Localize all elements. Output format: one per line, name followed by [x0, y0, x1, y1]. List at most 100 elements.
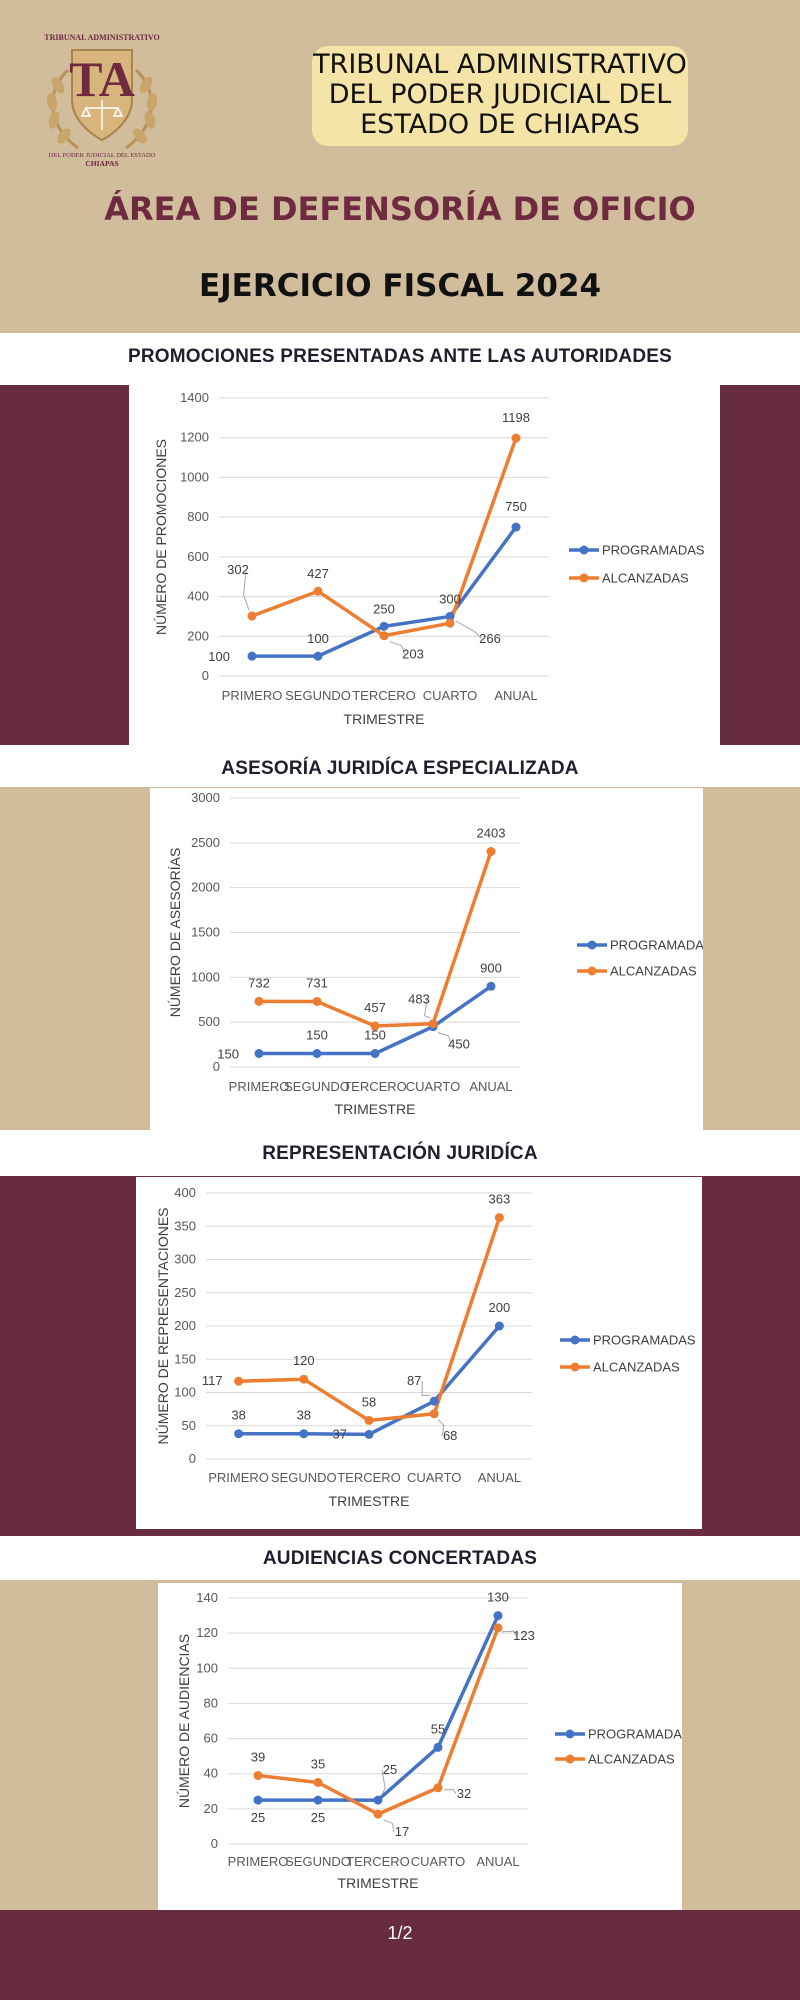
data-label: 37: [333, 1426, 347, 1441]
y-axis-title: NÚMERO DE REPRESENTACIONES: [155, 1208, 171, 1445]
legend-swatch-marker: [570, 1335, 580, 1345]
y-axis-title: NÚMERO DE ASESORÍAS: [167, 848, 183, 1018]
y-tick-label: 2500: [191, 835, 220, 850]
section-title-promociones: PROMOCIONES PRESENTADAS ANTE LAS AUTORID…: [127, 346, 672, 367]
x-tick-label: CUARTO: [407, 1470, 461, 1485]
data-point: [445, 611, 455, 621]
data-point: [429, 1396, 439, 1406]
data-label: 100: [307, 631, 329, 646]
data-label: 25: [311, 1810, 325, 1825]
data-label: 250: [373, 601, 395, 616]
section-3-title-band: [0, 1130, 800, 1176]
header-title-background: [312, 46, 688, 146]
section-2-title-band: [0, 745, 800, 787]
y-tick-label: 1200: [180, 430, 209, 445]
chart-promociones: 0 200 400 600 800 1000 1200 1400 PRIMERO SEGUNDO T…: [129, 385, 720, 745]
data-label: 35: [311, 1757, 325, 1772]
x-tick-label: CUARTO: [411, 1854, 465, 1869]
logo-top-text: TRIBUNAL ADMINISTRATIVO: [44, 33, 160, 42]
data-point: [379, 631, 389, 641]
x-tick-label: ANUAL: [478, 1470, 521, 1485]
x-tick-label: ANUAL: [469, 1079, 512, 1094]
data-label: 732: [248, 975, 270, 990]
x-axis-title: TRIMESTRE: [344, 711, 425, 727]
x-tick-label: PRIMERO: [222, 688, 283, 703]
x-tick-label: CUARTO: [406, 1079, 460, 1094]
tribunal-logo: [38, 30, 166, 170]
data-label: 39: [251, 1749, 265, 1764]
legend-label: PROGRAMADAS: [588, 1727, 682, 1742]
data-point: [486, 847, 496, 857]
y-tick-label: 20: [204, 1801, 218, 1816]
y-tick-label: 60: [204, 1731, 218, 1746]
data-point: [511, 522, 521, 532]
logo-bottom-line-1: DEL PODER JUDICIAL DEL ESTADO: [48, 152, 156, 159]
series-line-programadas: [258, 1614, 500, 1802]
y-tick-label: 200: [187, 628, 209, 643]
y-axis-title: NÚMERO DE AUDIENCIAS: [176, 1634, 192, 1808]
data-point: [299, 1374, 309, 1384]
data-label: 450: [448, 1037, 470, 1052]
data-label: 100: [208, 649, 230, 664]
y-tick-label: 1400: [180, 390, 209, 405]
y-tick-label: 2000: [191, 880, 220, 895]
leader-line: [383, 1819, 395, 1833]
y-tick-label: 140: [196, 1590, 218, 1605]
area-title: ÁREA DE DEFENSORÍA DE OFICIO: [104, 190, 696, 228]
x-tick-label: SEGUNDO: [285, 688, 351, 703]
data-label: 266: [479, 631, 501, 646]
header-title-line-3: ESTADO DE CHIAPAS: [360, 109, 640, 140]
data-label: 120: [293, 1353, 315, 1368]
data-label: 68: [443, 1428, 457, 1443]
x-tick-label: ANUAL: [494, 688, 537, 703]
data-label: 150: [217, 1047, 239, 1062]
x-tick-label: CUARTO: [423, 688, 477, 703]
data-point: [254, 996, 264, 1006]
data-point: [313, 1778, 323, 1787]
legend-swatch-marker: [579, 573, 589, 583]
data-point: [373, 1809, 383, 1819]
data-label: 2403: [477, 826, 506, 841]
x-tick-label: TERCERO: [352, 688, 416, 703]
y-tick-label: 500: [198, 1014, 220, 1029]
y-tick-label: 40: [204, 1766, 218, 1781]
chart-representacion: 0 50 100 150 200 250 300 350 400 PRIMERO SEGUNDO TE…: [136, 1177, 702, 1529]
chart-asesoria: 0 500 1000 1500 2000 2500 3000 PRIMERO SEGUNDO TE…: [150, 788, 703, 1130]
data-label: 123: [513, 1628, 535, 1643]
leader-line: [243, 569, 250, 611]
data-point: [429, 1409, 439, 1419]
x-axis-title: TRIMESTRE: [335, 1101, 416, 1117]
data-point: [313, 586, 323, 596]
data-label: 32: [457, 1786, 471, 1801]
data-point: [511, 433, 521, 443]
data-point: [445, 618, 455, 628]
x-tick-label: SEGUNDO: [285, 1854, 351, 1869]
y-tick-label: 100: [196, 1660, 218, 1675]
data-label: 302: [227, 562, 249, 577]
data-point: [313, 651, 323, 661]
y-tick-label: 0: [189, 1451, 196, 1466]
section-1-title-band: [0, 333, 800, 385]
data-label: 25: [251, 1810, 265, 1825]
x-tick-label: SEGUNDO: [271, 1470, 337, 1485]
legend-label: PROGRAMADAS: [602, 543, 705, 558]
logo-bottom-text: DEL PODER JUDICIAL DEL ESTADO CHIAPAS: [30, 152, 174, 168]
logo-bottom-line-2: CHIAPAS: [85, 159, 119, 168]
y-tick-label: 400: [174, 1185, 196, 1200]
header-title-line-1: TRIBUNAL ADMINISTRATIVO: [313, 49, 687, 80]
data-point: [379, 621, 389, 631]
data-point: [247, 651, 257, 661]
data-point: [312, 1049, 322, 1059]
data-point: [254, 1049, 264, 1059]
data-label: 300: [439, 591, 461, 606]
data-label: 55: [431, 1721, 445, 1736]
leader-line: [501, 1630, 517, 1637]
leader-line: [437, 1419, 445, 1436]
leader-line: [421, 1381, 431, 1397]
section-title-asesoria: ASESORÍA JURIDÍCA ESPECIALIZADA: [221, 758, 579, 779]
legend-swatch-marker: [579, 545, 589, 555]
data-point: [313, 1795, 323, 1805]
data-point: [247, 611, 257, 621]
data-label: 750: [505, 499, 527, 514]
data-label: 427: [307, 566, 329, 581]
